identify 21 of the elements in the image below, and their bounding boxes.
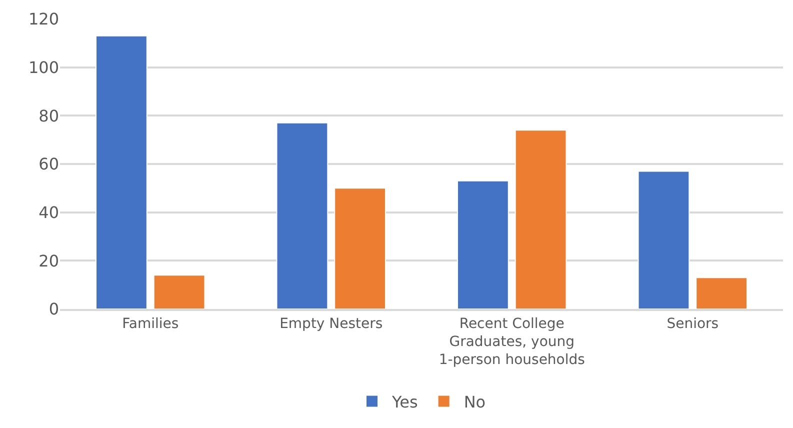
x-tick-label: Empty Nesters <box>280 316 383 332</box>
y-tick-label: 80 <box>38 106 59 126</box>
x-tick-label: Recent College Graduates, young 1-person households <box>438 316 585 368</box>
y-tick-label: 40 <box>38 202 59 222</box>
bar <box>514 130 567 309</box>
bar <box>153 274 206 309</box>
x-tick-label: Seniors <box>666 316 719 332</box>
bar <box>638 170 690 309</box>
legend-label: Yes <box>391 392 418 412</box>
bar <box>276 122 328 309</box>
y-tick-label: 0 <box>48 300 59 319</box>
legend-label: No <box>464 392 486 412</box>
x-tick-label: Families <box>122 316 179 332</box>
y-tick-label: 60 <box>38 154 59 174</box>
bar <box>96 35 148 309</box>
y-tick-label: 120 <box>28 10 59 29</box>
y-tick-label: 100 <box>28 58 59 77</box>
bar <box>334 188 386 309</box>
bar <box>457 180 509 309</box>
bar <box>696 277 748 309</box>
y-tick-label: 20 <box>38 251 59 270</box>
